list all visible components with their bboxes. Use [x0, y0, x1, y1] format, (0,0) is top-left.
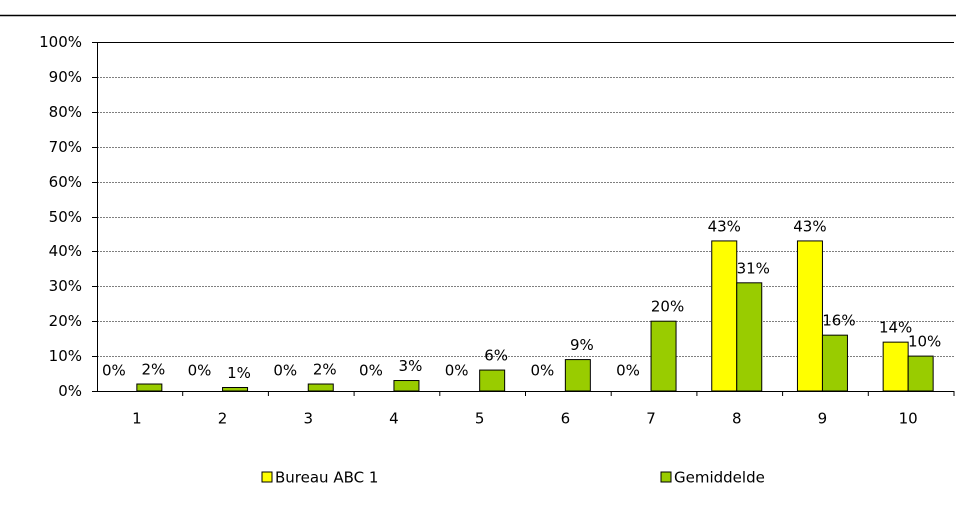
y-tick-label: 20% [49, 312, 82, 330]
y-tick-label: 60% [49, 173, 82, 191]
x-tick-label: 10 [899, 410, 918, 428]
y-tick-label: 100% [39, 33, 82, 51]
labels: 0%10%20%30%40%50%60%70%80%90%100%10% 2%20… [39, 33, 941, 487]
y-tick-label: 90% [49, 68, 82, 86]
bar [711, 240, 738, 392]
bar [564, 359, 591, 392]
y-tick-label: 70% [49, 138, 82, 156]
data-label: 16% [822, 312, 855, 330]
data-label: 14% [879, 319, 912, 337]
bar [821, 334, 848, 392]
data-label: 0% [445, 362, 469, 380]
bars [136, 240, 934, 392]
bar [307, 383, 334, 392]
x-tick-label: 6 [561, 410, 571, 428]
y-tick-label: 10% [49, 347, 82, 365]
legend-label: Gemiddelde [674, 469, 765, 487]
bar [650, 320, 677, 392]
data-label: 0% [530, 362, 554, 380]
y-tick-label: 40% [49, 242, 82, 260]
bar [393, 380, 420, 392]
bar [736, 282, 763, 392]
data-label: 1% [227, 364, 251, 382]
x-tick-label: 9 [818, 410, 828, 428]
y-tick-label: 50% [49, 208, 82, 226]
data-label: 20% [651, 298, 684, 316]
bar [907, 355, 934, 392]
x-tick-label: 2 [218, 410, 228, 428]
data-label: 2% [141, 361, 165, 379]
data-label: 10% [908, 333, 941, 351]
data-label: 6% [484, 347, 508, 365]
x-tick-label: 4 [389, 410, 399, 428]
bar [222, 387, 249, 392]
data-label: 0% [188, 362, 212, 380]
data-label: 2% [313, 361, 337, 379]
x-tick-label: 3 [303, 410, 313, 428]
legend-swatch [660, 471, 672, 483]
x-tick-label: 7 [646, 410, 656, 428]
legend-swatch [261, 471, 273, 483]
bar [796, 240, 823, 392]
y-tick-label: 30% [49, 277, 82, 295]
bar [136, 383, 163, 392]
x-tick-label: 5 [475, 410, 485, 428]
data-label: 9% [570, 336, 594, 354]
y-tick-label: 0% [58, 382, 82, 400]
data-label: 0% [102, 362, 126, 380]
data-label: 0% [359, 362, 383, 380]
data-label: 0% [616, 362, 640, 380]
data-label: 43% [708, 217, 741, 235]
data-label: 0% [273, 362, 297, 380]
bar [479, 369, 506, 392]
data-label: 31% [737, 259, 770, 277]
data-label: 3% [399, 357, 423, 375]
bar [882, 341, 909, 392]
data-label: 43% [793, 217, 826, 235]
x-tick-label: 1 [132, 410, 142, 428]
x-tick-label: 8 [732, 410, 742, 428]
legend-label: Bureau ABC 1 [275, 469, 378, 487]
y-tick-label: 80% [49, 103, 82, 121]
